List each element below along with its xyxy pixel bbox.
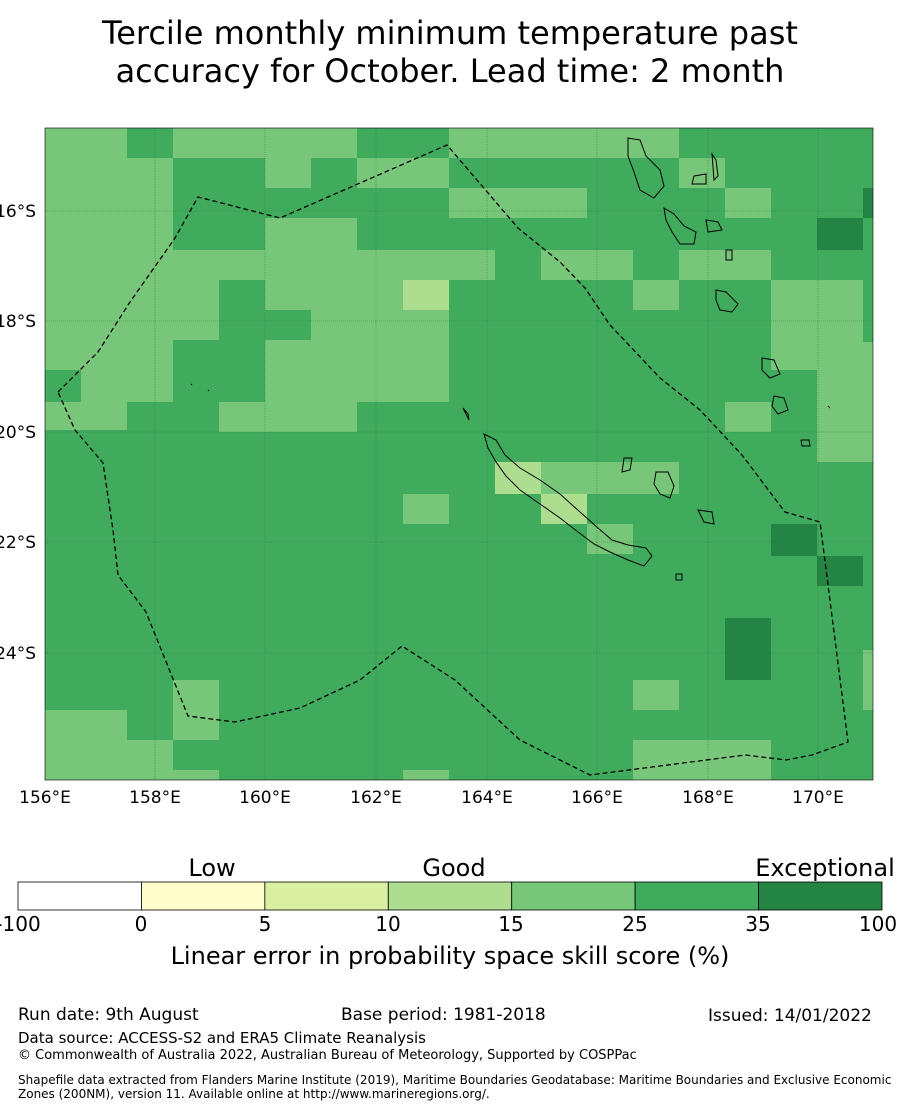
skill-cells-25-35 [45, 128, 873, 462]
colorbar-tick-10: 10 [375, 912, 401, 936]
lat-tick-16s: 16°S [0, 202, 36, 222]
shapefile-credit: Shapefile data extracted from Flanders M… [18, 1073, 892, 1101]
lon-tick-164: 164°E [461, 788, 513, 808]
map-panel: 156°E 158°E 160°E 162°E 164°E 166°E 168°… [0, 127, 874, 808]
map-title: Tercile monthly minimum temperature past… [0, 14, 900, 90]
lon-tick-170: 170°E [792, 788, 844, 808]
colorbar-swatch-2 [264, 881, 389, 911]
colorbar-tick-35: 35 [745, 912, 771, 936]
colorbar-swatch-3 [387, 881, 513, 911]
small-islets [190, 383, 831, 581]
data-source: Data source: ACCESS-S2 and ERA5 Climate … [18, 1029, 426, 1047]
lon-tick-labels: 156°E 158°E 160°E 162°E 164°E 166°E 168°… [19, 788, 844, 808]
colorbar-category-exceptional: Exceptional [755, 854, 895, 882]
vanuatu-efate [715, 289, 739, 313]
colorbar-tick-0: 0 [134, 912, 148, 936]
base-period: Base period: 1981-2018 [341, 1005, 546, 1025]
skill-cells-15-25 [45, 128, 873, 780]
colorbar-swatch-0 [17, 881, 142, 911]
colorbar-swatch-6 [758, 881, 883, 911]
colorbar-category-low: Low [188, 854, 236, 882]
new-caledonia-island [483, 433, 653, 567]
vanuatu-espiritu-santo [627, 137, 665, 199]
lat-tick-20s: 20°S [0, 423, 36, 443]
title-line-2: accuracy for October. Lead time: 2 month [115, 52, 785, 90]
vanuatu-malekula [663, 207, 697, 245]
colorbar-swatch-1 [141, 881, 266, 911]
eez-boundary [57, 144, 849, 776]
map-svg: 156°E 158°E 160°E 162°E 164°E 166°E 168°… [0, 127, 874, 808]
vanuatu-north-islands [691, 152, 733, 261]
lon-tick-168: 168°E [682, 788, 734, 808]
lon-tick-158: 158°E [129, 788, 181, 808]
colorbar-tick-minus100: -100 [0, 912, 41, 936]
lon-tick-166: 166°E [571, 788, 623, 808]
colorbar-tick-25: 25 [622, 912, 648, 936]
coastlines [190, 137, 831, 581]
graticule [45, 128, 873, 780]
skill-cells-10-15 [403, 280, 587, 524]
issued-date: Issued: 14/01/2022 [708, 1006, 872, 1026]
colorbar-category-good: Good [422, 854, 486, 882]
colorbar-swatch-4 [511, 881, 636, 911]
colorbar [17, 881, 883, 911]
lon-tick-156: 156°E [19, 788, 71, 808]
colorbar-swatch-5 [634, 881, 759, 911]
lon-tick-160: 160°E [239, 788, 291, 808]
lat-tick-labels: 16°S 18°S 20°S 22°S 24°S [0, 202, 36, 664]
colorbar-tick-5: 5 [258, 912, 272, 936]
lat-tick-18s: 18°S [0, 312, 36, 332]
run-date: Run date: 9th August [18, 1005, 199, 1025]
loyalty-islands [621, 457, 715, 525]
copyright: © Commonwealth of Australia 2022, Austra… [18, 1048, 637, 1063]
lon-tick-162: 162°E [350, 788, 402, 808]
title-line-1: Tercile monthly minimum temperature past [102, 14, 798, 52]
vanuatu-tanna-erromango [761, 357, 789, 415]
lat-tick-24s: 24°S [0, 644, 36, 664]
colorbar-tick-100: 100 [858, 912, 898, 936]
map-frame [44, 127, 874, 781]
lat-tick-22s: 22°S [0, 533, 36, 553]
colorbar-tick-15: 15 [498, 912, 524, 936]
colorbar-label: Linear error in probability space skill … [170, 942, 730, 970]
